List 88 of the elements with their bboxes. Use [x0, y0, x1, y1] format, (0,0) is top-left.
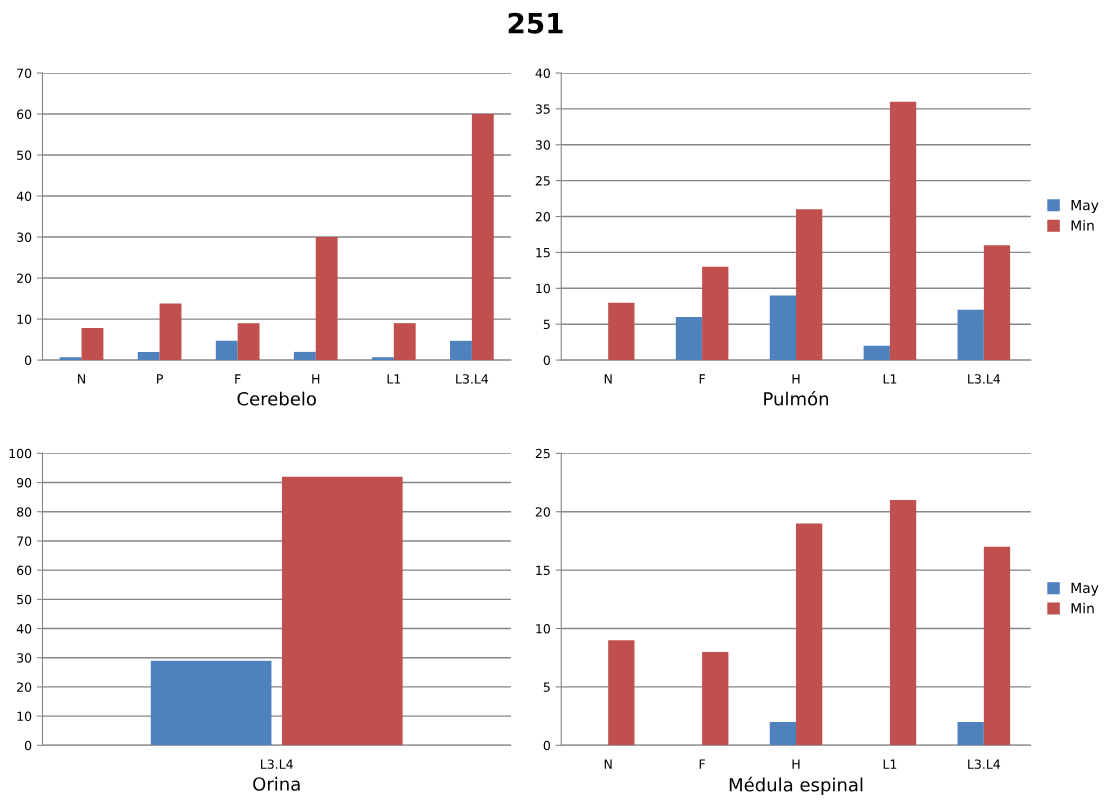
- bar: [983, 546, 1011, 746]
- bar: [215, 340, 238, 361]
- y-tick-label: 10: [17, 711, 32, 722]
- legend-label: May: [1071, 582, 1099, 596]
- bar: [889, 101, 917, 361]
- y-tick-label: 10: [536, 624, 550, 634]
- bar: [293, 351, 316, 361]
- bar: [59, 357, 82, 361]
- x-tick-label: F: [699, 759, 705, 769]
- x-axis-title: Pulmón: [764, 390, 829, 406]
- bar: [889, 500, 917, 746]
- bar: [393, 323, 416, 361]
- bar: [957, 721, 984, 746]
- bar: [450, 340, 472, 361]
- x-axis-title: Cerebelo: [237, 391, 316, 406]
- y-tick-label: 70: [17, 68, 32, 78]
- x-tick-label: H: [792, 374, 800, 384]
- x-tick-label: H: [312, 374, 320, 384]
- y-tick-label: 20: [17, 682, 32, 692]
- y-tick-label: 40: [16, 191, 32, 201]
- y-tick-label: 10: [536, 283, 550, 294]
- bar: [81, 328, 104, 361]
- x-axis-title: Orina: [253, 776, 300, 791]
- bar: [371, 357, 394, 361]
- y-tick-label: 0: [543, 740, 550, 751]
- y-tick-label: 30: [535, 140, 550, 150]
- y-tick-label: 35: [535, 104, 550, 114]
- y-tick-label: 40: [16, 624, 32, 634]
- y-tick-label: 60: [17, 109, 32, 119]
- x-axis-title: Médula espinal: [729, 776, 863, 796]
- x-tick-label: L1: [387, 374, 401, 384]
- x-tick-label: L1: [883, 374, 897, 384]
- y-tick-label: 10: [17, 314, 32, 324]
- legend-label: Min: [1071, 602, 1094, 614]
- bar: [675, 317, 703, 361]
- x-tick-label: L3.L4: [456, 374, 489, 384]
- bar: [315, 237, 338, 361]
- y-tick-label: 5: [543, 682, 550, 692]
- y-tick-label: 50: [17, 150, 32, 160]
- x-tick-label: L3.L4: [261, 759, 293, 769]
- y-tick-label: 20: [535, 212, 550, 222]
- bar: [608, 302, 635, 361]
- y-tick-label: 0: [543, 355, 550, 366]
- y-tick-label: 0: [24, 355, 32, 366]
- bar: [137, 351, 160, 361]
- bar: [702, 266, 729, 361]
- bar: [237, 323, 260, 361]
- x-tick-label: H: [792, 759, 800, 769]
- legend-label: Min: [1071, 220, 1094, 231]
- y-tick-label: 5: [543, 319, 550, 330]
- y-tick-label: 25: [535, 176, 550, 186]
- x-tick-label: L1: [883, 759, 897, 769]
- bar: [957, 309, 984, 361]
- y-tick-label: 60: [17, 565, 32, 576]
- y-tick-label: 15: [536, 248, 550, 258]
- y-tick-label: 70: [17, 536, 32, 546]
- x-tick-label: N: [604, 374, 612, 384]
- y-tick-label: 40: [535, 68, 550, 78]
- bar: [796, 523, 823, 746]
- y-tick-label: 0: [24, 740, 32, 751]
- x-tick-label: F: [235, 374, 241, 384]
- bar: [983, 245, 1011, 361]
- bar: [796, 209, 823, 361]
- y-tick-label: 90: [16, 478, 32, 488]
- y-tick-label: 30: [17, 653, 32, 663]
- x-tick-label: N: [78, 374, 85, 384]
- y-tick-label: 25: [535, 448, 550, 459]
- x-tick-label: F: [699, 374, 705, 384]
- y-tick-label: 50: [17, 594, 32, 605]
- x-tick-label: N: [604, 759, 612, 769]
- bar: [863, 345, 890, 361]
- y-tick-label: 20: [535, 507, 550, 517]
- x-tick-label: P: [157, 374, 163, 384]
- bar: [471, 114, 494, 361]
- bar: [159, 303, 182, 361]
- bar: [702, 651, 729, 746]
- bar: [769, 295, 797, 361]
- bar: [769, 721, 797, 746]
- y-tick-label: 80: [17, 507, 32, 517]
- y-tick-label: 15: [536, 565, 550, 576]
- legend-label: May: [1071, 200, 1099, 214]
- x-tick-label: L3.L4: [968, 759, 1001, 769]
- text: 251: [508, 12, 563, 34]
- y-tick-label: 30: [17, 232, 32, 242]
- y-tick-label: 100: [9, 448, 32, 459]
- x-tick-label: L3.L4: [968, 374, 1001, 384]
- bar: [608, 640, 635, 746]
- y-tick-label: 20: [17, 273, 32, 283]
